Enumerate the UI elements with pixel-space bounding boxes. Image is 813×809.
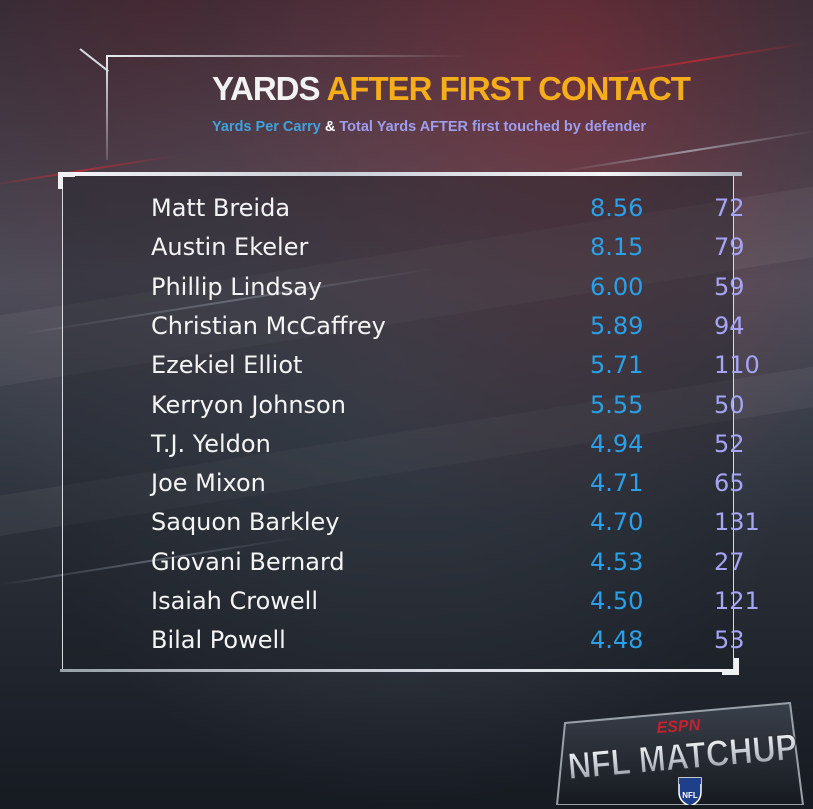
total-yards: 110 (714, 351, 760, 380)
yards-per-carry: 5.71 (590, 351, 644, 380)
table-row: Kerryon Johnson 5.55 50 (63, 386, 745, 425)
chart-title: YARDS AFTER FIRST CONTACT (212, 70, 691, 108)
player-name: Joe Mixon (151, 469, 266, 498)
table-row: Christian McCaffrey 5.89 94 (63, 307, 745, 346)
panel-corner (722, 658, 739, 675)
nfl-shield-icon: NFL (678, 777, 702, 805)
total-yards: 53 (714, 626, 745, 655)
total-yards: 52 (714, 429, 745, 458)
total-yards: 50 (714, 390, 745, 419)
nfl-matchup-logo: ESPN NFL MATCHUP NFL (555, 701, 805, 805)
total-yards: 121 (714, 587, 760, 615)
player-name: Isaiah Crowell (151, 587, 319, 615)
chart-subtitle: Yards Per Carry & Total Yards AFTER firs… (212, 119, 646, 135)
yards-per-carry: 6.00 (590, 272, 644, 301)
panel-frame-bottom (60, 669, 736, 672)
table-row: T.J. Yeldon 4.94 52 (63, 425, 745, 464)
yards-per-carry: 4.48 (590, 626, 644, 655)
yards-per-carry: 4.94 (590, 429, 644, 458)
player-name: Matt Breida (151, 194, 291, 222)
subtitle-ypc-label: Yards Per Carry (212, 119, 321, 135)
table-row: Saquon Barkley 4.70 131 (63, 503, 760, 542)
total-yards: 72 (714, 194, 745, 222)
table-row: Giovani Bernard 4.53 27 (63, 543, 745, 582)
panel-corner (58, 172, 75, 189)
player-name: Phillip Lindsay (151, 272, 323, 301)
yards-per-carry: 4.50 (590, 587, 644, 615)
yards-per-carry: 4.71 (590, 469, 644, 498)
title-part-white: YARDS (212, 70, 320, 107)
table-row: Matt Breida 8.56 72 (63, 189, 745, 228)
yards-per-carry: 8.15 (590, 233, 644, 262)
player-name: T.J. Yeldon (151, 429, 271, 458)
player-name: Christian McCaffrey (151, 311, 386, 340)
table-row: Ezekiel Elliot 5.71 110 (63, 346, 760, 385)
yards-per-carry: 4.53 (590, 547, 644, 576)
total-yards: 59 (714, 272, 745, 301)
nfl-shield-text: NFL (682, 791, 698, 800)
title-frame (106, 55, 108, 160)
yards-per-carry: 5.89 (590, 311, 644, 340)
espn-wordmark: ESPN (656, 717, 701, 737)
total-yards: 131 (714, 508, 760, 537)
player-name: Bilal Powell (151, 626, 286, 655)
player-name: Giovani Bernard (151, 547, 345, 576)
table-row: Bilal Powell 4.48 53 (63, 621, 745, 660)
subtitle-total-label: Total Yards AFTER first touched by defen… (339, 119, 647, 135)
total-yards: 94 (714, 311, 745, 340)
title-part-yellow: AFTER FIRST CONTACT (326, 70, 691, 107)
total-yards: 65 (714, 469, 745, 498)
yards-per-carry: 4.70 (590, 508, 644, 537)
table-row: Isaiah Crowell 4.50 121 (63, 582, 760, 621)
subtitle-ampersand: & (324, 119, 336, 135)
total-yards: 27 (714, 547, 745, 576)
table-row: Austin Ekeler 8.15 79 (63, 228, 745, 267)
table-row: Phillip Lindsay 6.00 59 (63, 268, 745, 307)
player-name: Kerryon Johnson (151, 390, 346, 419)
total-yards: 79 (714, 233, 745, 262)
player-name: Ezekiel Elliot (151, 351, 303, 380)
table-panel: Matt Breida 8.56 72 Austin Ekeler 8.15 79 Phil… (62, 175, 760, 671)
yards-per-carry: 5.55 (590, 390, 644, 419)
player-name: Saquon Barkley (151, 508, 340, 537)
player-name: Austin Ekeler (151, 233, 309, 262)
logo-plate (555, 701, 805, 805)
title-frame (106, 55, 466, 57)
table-row: Joe Mixon 4.71 65 (63, 464, 745, 503)
yards-per-carry: 8.56 (590, 194, 644, 222)
panel-frame-top (62, 172, 742, 176)
